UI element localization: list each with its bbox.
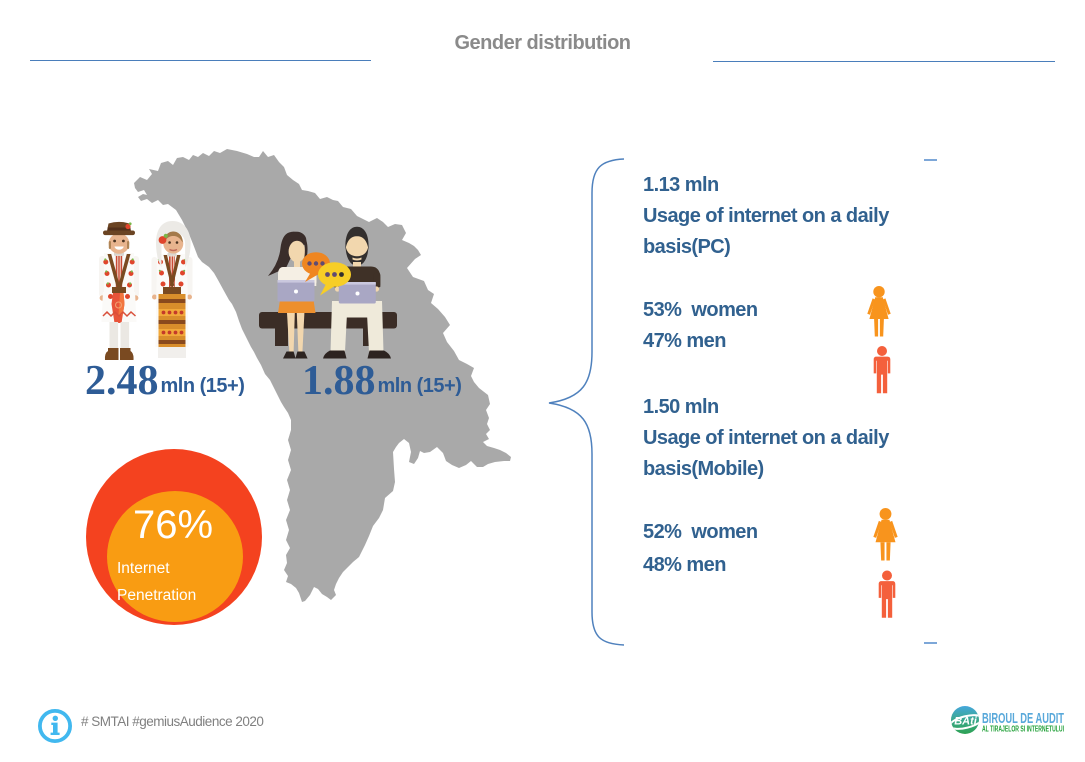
svg-text:AL TIRAJELOR SI INTERNETULUI: AL TIRAJELOR SI INTERNETULUI xyxy=(982,725,1064,734)
svg-text:BAti: BAti xyxy=(954,716,978,728)
svg-text:BIROUL DE AUDIT: BIROUL DE AUDIT xyxy=(982,711,1064,727)
